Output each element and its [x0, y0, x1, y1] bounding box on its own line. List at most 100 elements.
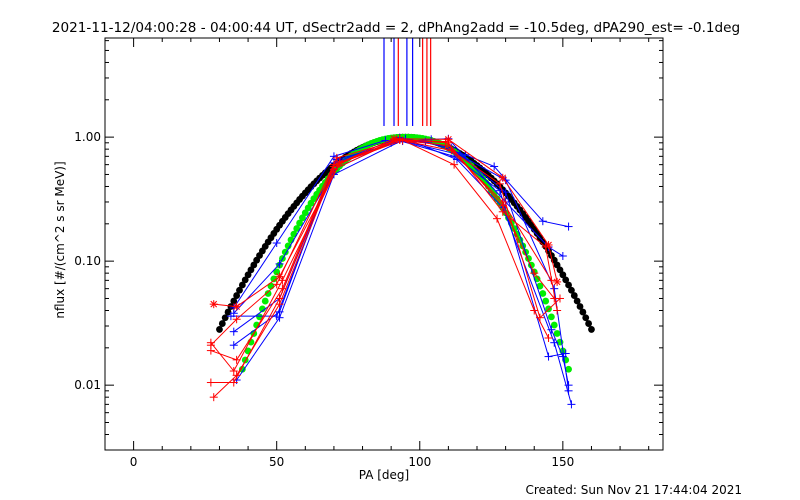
fit-point	[573, 297, 581, 305]
data-point	[535, 313, 544, 322]
data-point	[441, 141, 450, 150]
data-point	[564, 386, 573, 395]
data-point	[206, 338, 215, 347]
fit-point	[273, 268, 281, 276]
fit-point	[233, 292, 241, 299]
fit-point	[238, 365, 246, 373]
data-point	[232, 302, 241, 311]
data-point	[226, 312, 235, 321]
data-point	[498, 173, 507, 182]
fit-point	[238, 281, 246, 289]
fit-point	[236, 286, 243, 294]
data-point	[335, 158, 344, 167]
data-point	[558, 252, 567, 261]
data-point	[272, 239, 281, 248]
footer-timestamp: Created: Sun Nov 21 17:44:04 2021	[525, 483, 742, 497]
series-11	[206, 136, 556, 376]
data-point	[567, 400, 576, 409]
fit-point	[230, 297, 238, 305]
fit-point	[258, 305, 266, 313]
fit-point	[565, 365, 572, 373]
fit-point	[299, 214, 306, 222]
data-point	[206, 346, 215, 355]
y-tick-label: 1.00	[74, 130, 101, 144]
fit-point	[553, 330, 561, 337]
data-point	[206, 378, 215, 387]
data-point	[278, 276, 287, 285]
fit-point	[550, 321, 558, 329]
data-point	[558, 352, 567, 361]
x-tick-label: 50	[269, 455, 284, 469]
fit-point	[539, 290, 547, 297]
data-point	[232, 315, 241, 324]
data-point	[553, 306, 562, 315]
data-point	[544, 352, 553, 361]
x-axis-label: PA [deg]	[359, 468, 409, 482]
data-point	[229, 378, 238, 387]
fit-point	[582, 314, 590, 322]
data-point	[550, 284, 559, 293]
fit-point	[585, 320, 592, 327]
point-d2	[390, 135, 398, 143]
fit-point	[559, 271, 567, 279]
data-point	[555, 294, 564, 303]
series-line	[230, 140, 570, 391]
data-point	[229, 341, 238, 350]
fit-point	[256, 313, 263, 321]
data-point	[450, 160, 459, 169]
point-d2	[233, 303, 240, 310]
y-axis-label: nflux [#/(cm^2 s sr MeV)]	[53, 161, 67, 318]
series-line	[236, 138, 572, 405]
series-line	[210, 139, 552, 372]
data-point	[541, 243, 550, 252]
data-point	[275, 259, 284, 268]
x-tick-label: 100	[408, 455, 431, 469]
fit-point	[536, 282, 544, 290]
x-tick-label: 150	[551, 455, 574, 469]
data-point	[398, 136, 407, 145]
fit-point	[261, 297, 269, 305]
data-point	[530, 306, 539, 315]
y-tick-label: 0.01	[74, 378, 101, 392]
fit-point	[548, 313, 555, 321]
data-point	[275, 300, 284, 309]
data-point	[229, 367, 238, 376]
data-point	[498, 207, 507, 216]
chart-title: 2021-11-12/04:00:28 - 04:00:44 UT, dSect…	[52, 20, 740, 36]
fit-point	[264, 290, 272, 297]
fit-point	[224, 308, 232, 316]
data-point	[272, 280, 281, 289]
data-point	[209, 393, 218, 402]
data-point	[544, 334, 553, 343]
fit-point	[241, 276, 249, 284]
fit-point	[565, 281, 572, 289]
x-tick-label: 0	[130, 455, 138, 469]
fit-point	[576, 303, 584, 310]
data-point	[547, 276, 556, 285]
data-point	[272, 312, 281, 321]
data-point	[538, 217, 547, 226]
fit-point	[570, 292, 578, 299]
data-point	[493, 214, 502, 223]
fit-point	[216, 326, 223, 333]
fit-point	[568, 286, 575, 294]
data-point	[550, 338, 559, 347]
data-point	[232, 371, 241, 380]
fit-point	[542, 297, 550, 305]
data-series	[206, 133, 576, 409]
y-tick-label: 0.10	[74, 254, 101, 268]
fit-point	[284, 242, 292, 250]
data-point	[209, 300, 218, 309]
data-point	[530, 269, 539, 278]
data-point	[490, 162, 499, 171]
fit-point	[244, 271, 252, 279]
data-point	[547, 325, 556, 334]
fit-point	[293, 225, 301, 232]
data-point	[501, 188, 510, 197]
fit-point	[218, 320, 226, 327]
fit-point	[588, 326, 595, 333]
fit-point	[296, 219, 303, 227]
fit-point	[562, 276, 570, 284]
